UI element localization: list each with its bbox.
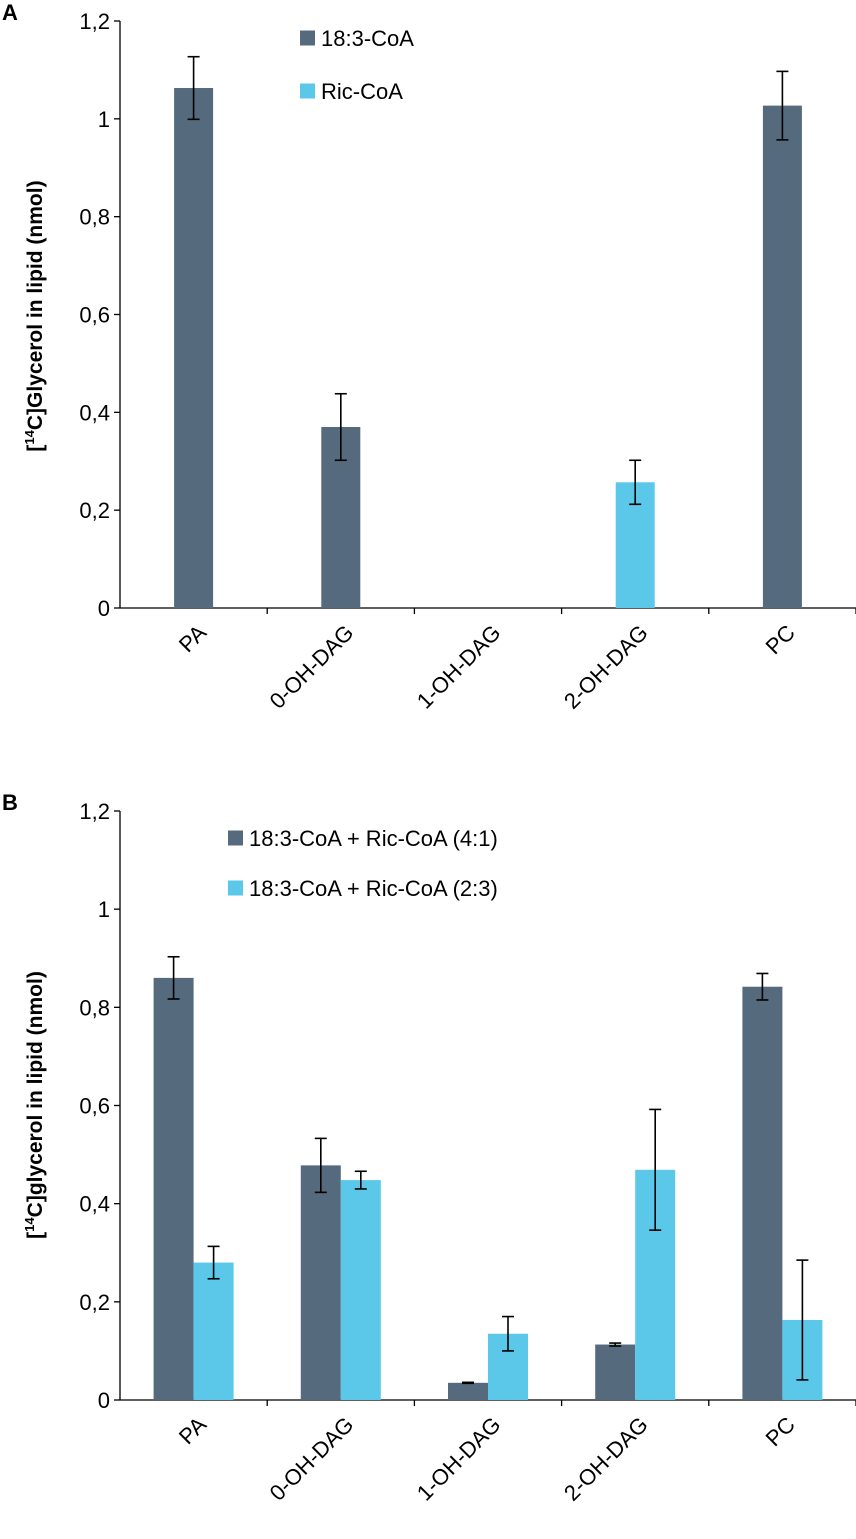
- panel-a-label: A: [2, 0, 18, 25]
- panel-b-legend-label: 18:3-CoA + Ric-CoA (2:3): [249, 876, 498, 901]
- panel-b-legend-swatch: [228, 880, 243, 896]
- panel-b-y-tick-label: 0,8: [79, 995, 110, 1020]
- panel-b-category-label: PA: [174, 1412, 212, 1450]
- panel-a: A [14C]Glycerol in lipid (nmol) 0 0,2 0,4 0…: [2, 0, 856, 714]
- panel-a-y-tick-label: 1: [98, 107, 110, 132]
- panel-b-y-tick-label: 0,6: [79, 1094, 110, 1119]
- panel-b-y-tick-label: 0: [98, 1388, 110, 1413]
- panel-a-legend-swatch: [300, 30, 315, 46]
- panel-b-bar-light: [193, 1262, 234, 1400]
- panel-b-y-tick-label: 1,2: [79, 799, 110, 824]
- panel-b-y-axis-title-post: C]glycerol in lipid (nmol): [24, 971, 47, 1217]
- panel-a-y-tick-label: 0,2: [79, 498, 110, 523]
- panel-a-bar-dark: [762, 105, 802, 609]
- panel-b-category-label: PC: [761, 1412, 800, 1451]
- panel-b-legend-swatch: [228, 830, 243, 846]
- panel-b-y-axis-title: [14C]glycerol in lipid (nmol): [22, 971, 47, 1239]
- panel-b-category-label: 1-OH-DAG: [412, 1412, 506, 1506]
- panel-b-y-tick-label: 1: [98, 897, 110, 922]
- panel-a-y-axis-title-pre: [: [24, 445, 47, 452]
- panel-a-y-tick-label: 1,2: [79, 9, 110, 34]
- panel-b-legend-label: 18:3-CoA + Ric-CoA (4:1): [249, 826, 498, 851]
- panel-a-y-tick-label: 0,8: [79, 205, 110, 230]
- panel-b-bar-light: [340, 1180, 381, 1400]
- panel-a-y-axis-title-sup: 14: [22, 429, 37, 444]
- panel-a-legend-label: Ric-CoA: [321, 79, 403, 104]
- panel-b-bar-dark: [153, 977, 194, 1400]
- panel-b-bar-dark: [448, 1382, 488, 1400]
- panel-a-bar-dark: [174, 88, 214, 609]
- panel-a-y-tick-label: 0,4: [79, 400, 110, 425]
- panel-b-bar-dark: [742, 986, 783, 1400]
- panel-b-bar-dark: [595, 1344, 636, 1400]
- panel-b-y-tick-label: 0,2: [79, 1290, 110, 1315]
- panel-a-y-axis-title-post: C]Glycerol in lipid (nmol): [24, 180, 47, 430]
- panel-a-y-tick-label: 0,6: [79, 303, 110, 328]
- panel-a-category-label: 2-OH-DAG: [559, 620, 653, 714]
- panel-a-category-label: PC: [761, 620, 800, 659]
- panel-a-category-label: 1-OH-DAG: [412, 620, 506, 714]
- panel-b-category-label: 2-OH-DAG: [559, 1412, 653, 1506]
- panel-b-y-axis-title-sup: 14: [22, 1217, 37, 1232]
- panel-b-label: B: [2, 790, 18, 815]
- panel-a-category-label: 0-OH-DAG: [265, 620, 359, 714]
- panel-b-y-tick-label: 0,4: [79, 1192, 110, 1217]
- panel-b-category-label: 0-OH-DAG: [265, 1412, 359, 1506]
- panel-a-legend-label: 18:3-CoA: [321, 26, 414, 51]
- panel-a-category-label: PA: [174, 620, 212, 658]
- panel-b: B [14C]glycerol in lipid (nmol) 0 0,2 0,4 0…: [2, 790, 856, 1506]
- panel-a-y-axis-title: [14C]Glycerol in lipid (nmol): [22, 180, 47, 451]
- panel-b-bar-dark: [300, 1165, 341, 1400]
- panel-b-y-axis-title-pre: [: [24, 1232, 47, 1239]
- panel-a-legend-swatch: [300, 83, 315, 99]
- panel-a-y-tick-label: 0: [98, 596, 110, 621]
